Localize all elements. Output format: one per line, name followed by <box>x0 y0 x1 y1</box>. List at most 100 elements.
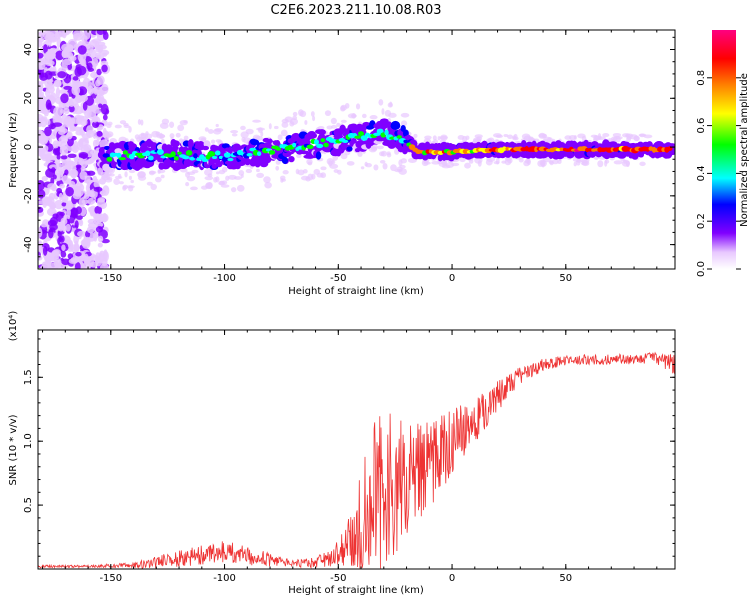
colorbar-gradient <box>712 30 736 269</box>
halo-blob <box>124 171 128 178</box>
noise-blob <box>68 180 76 188</box>
halo-blob <box>573 135 577 140</box>
halo-blob <box>106 123 112 129</box>
spectrogram-y-tick-label: -40 <box>23 236 34 252</box>
noise-blob <box>88 192 96 198</box>
snr-y-label: SNR (10 * v/v) <box>8 414 19 485</box>
ridge-blob <box>102 163 110 172</box>
ridge-core-blob <box>122 150 128 155</box>
noise-blob <box>60 217 68 226</box>
noise-blob <box>54 199 64 210</box>
noise-blob <box>44 255 55 262</box>
noise-blob <box>64 169 69 176</box>
halo-blob <box>431 160 441 165</box>
noise-blob <box>73 188 80 194</box>
noise-blob <box>102 31 109 40</box>
ridge-core-blob <box>211 155 218 160</box>
halo-blob <box>233 176 242 180</box>
noise-blob <box>55 87 61 99</box>
halo-blob <box>361 113 367 119</box>
halo-blob <box>468 158 474 164</box>
halo-blob <box>573 161 577 167</box>
halo-blob <box>289 118 298 125</box>
colorbar-ticks: 0.0 0.2 0.4 0.6 0.8 <box>696 70 741 277</box>
noise-blob <box>102 114 108 121</box>
noise-blob <box>98 41 106 47</box>
noise-blob <box>58 235 65 243</box>
noise-blob <box>38 129 45 140</box>
spectrogram-panel: -150 -100 -50 0 50 -40 -20 0 20 40 Height of str… <box>8 29 676 297</box>
noise-blob <box>38 179 45 191</box>
ridge-blob <box>202 145 210 151</box>
halo-blob <box>280 129 288 137</box>
ridge-blob <box>154 154 161 160</box>
ridge-core-blob <box>173 156 179 161</box>
halo-blob <box>122 185 127 191</box>
snr-series-line <box>38 351 675 569</box>
halo-blob <box>268 123 272 130</box>
ridge-blob <box>250 139 260 146</box>
figure-title: C2E6.2023.211.10.08.R03 <box>270 3 441 18</box>
noise-blob <box>46 82 55 90</box>
halo-blob <box>296 153 302 159</box>
ridge-core-blob <box>268 150 276 155</box>
halo-blob <box>219 180 225 186</box>
noise-blob <box>58 136 69 144</box>
halo-blob <box>210 139 216 144</box>
halo-blob <box>169 133 175 139</box>
halo-blob <box>198 136 207 141</box>
noise-blob <box>57 162 62 173</box>
noise-blob <box>56 154 61 160</box>
halo-blob <box>625 133 634 138</box>
noise-blob <box>78 197 86 208</box>
halo-blob <box>273 125 279 130</box>
halo-blob <box>593 138 598 142</box>
halo-blob <box>277 134 283 141</box>
noise-blob <box>102 185 110 196</box>
ridge-core-blob <box>170 151 176 158</box>
halo-blob <box>215 171 220 175</box>
noise-blob <box>98 178 107 185</box>
noise-blob <box>74 220 79 229</box>
halo-blob <box>256 172 265 179</box>
snr-x-tick-label: 0 <box>449 573 455 584</box>
noise-blob <box>92 121 100 129</box>
halo-blob <box>108 173 115 177</box>
halo-blob <box>382 162 388 170</box>
ridge-core-blob <box>320 138 326 143</box>
noise-blob <box>75 262 81 269</box>
noise-blob <box>95 54 105 60</box>
noise-blob <box>52 116 63 125</box>
noise-blob <box>75 206 82 215</box>
noise-blob <box>96 131 103 137</box>
noise-blob <box>103 249 108 260</box>
noise-blob <box>53 148 60 153</box>
halo-blob <box>252 134 261 140</box>
halo-blob <box>137 118 142 125</box>
noise-blob <box>96 68 102 76</box>
halo-blob <box>370 146 378 152</box>
noise-blob <box>86 125 94 135</box>
noise-blob <box>48 228 54 239</box>
halo-blob <box>119 120 127 125</box>
ridge-core-blob <box>275 147 282 151</box>
noise-blob <box>75 164 82 169</box>
ridge-core-blob <box>502 146 507 151</box>
halo-blob <box>340 119 347 123</box>
ridge-core-blob <box>354 135 362 139</box>
halo-blob <box>128 126 132 133</box>
halo-blob <box>441 158 448 166</box>
noise-blob <box>38 255 43 261</box>
snr-x-tick-label: -50 <box>330 573 346 584</box>
noise-blob <box>72 76 79 81</box>
noise-blob <box>97 167 104 176</box>
halo-blob <box>387 102 393 108</box>
halo-blob <box>159 132 163 140</box>
noise-blob <box>61 160 70 170</box>
spectrogram-frame <box>37 29 676 270</box>
spectrogram-y-tick-label: 40 <box>23 43 34 56</box>
noise-blob <box>92 139 99 148</box>
noise-blob <box>47 50 56 60</box>
halo-blob <box>581 135 587 142</box>
